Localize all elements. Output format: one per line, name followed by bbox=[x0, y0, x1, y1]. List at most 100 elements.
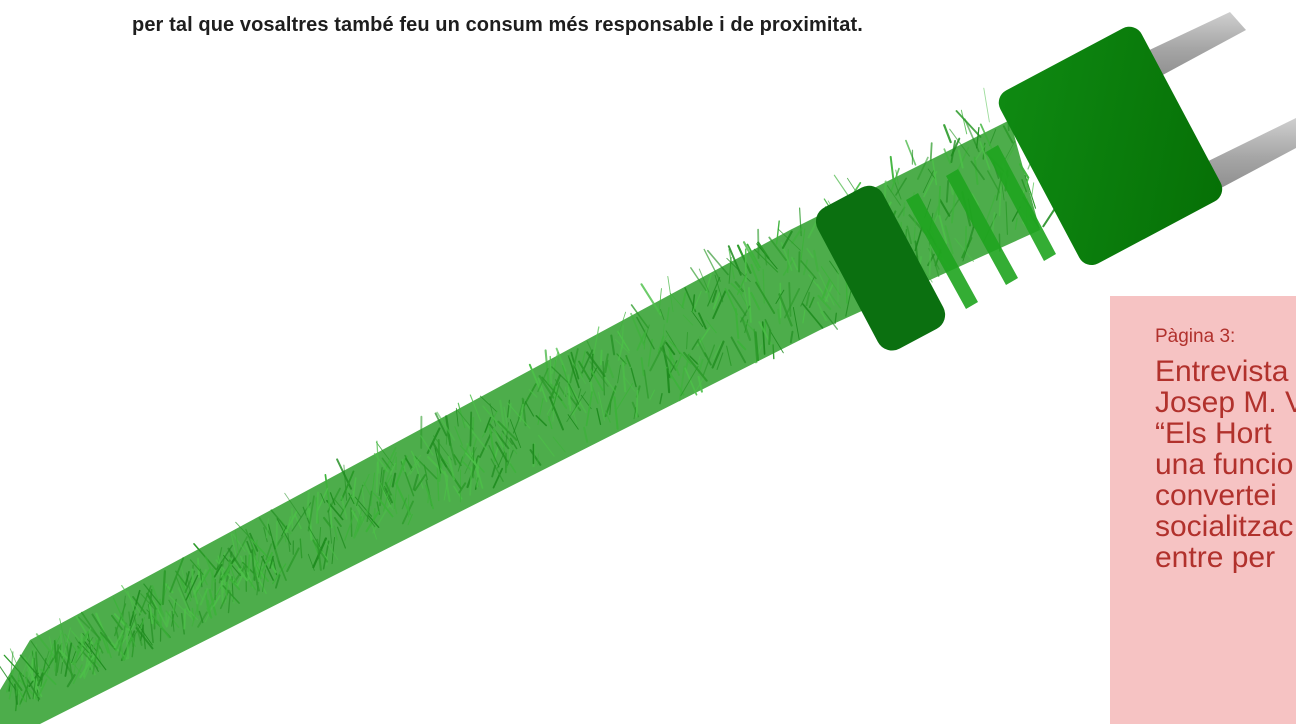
grass-blade bbox=[802, 309, 806, 324]
grass-blade bbox=[669, 293, 685, 310]
grass-blade bbox=[420, 435, 434, 456]
callout-title-line: entre per bbox=[1155, 541, 1276, 574]
grass-blade bbox=[340, 495, 348, 520]
grass-blade bbox=[71, 651, 76, 663]
grass-blade bbox=[281, 522, 287, 543]
grass-blade bbox=[265, 517, 269, 539]
grass-blade bbox=[401, 500, 414, 525]
grass-blade bbox=[112, 597, 128, 629]
grass-blade bbox=[70, 630, 87, 648]
grass-blade bbox=[697, 312, 707, 330]
grass-blade bbox=[949, 128, 970, 157]
grass-blade bbox=[617, 311, 626, 337]
grass-blade bbox=[191, 599, 201, 627]
grass-blade bbox=[455, 407, 459, 427]
grass-blade bbox=[970, 160, 985, 181]
callout-page-label: Pàgina 3: bbox=[1155, 326, 1236, 347]
grass-blade bbox=[764, 320, 767, 334]
grass-blade bbox=[820, 266, 841, 296]
grass-blade bbox=[193, 569, 207, 594]
grass-blade bbox=[906, 225, 913, 245]
grass-blade bbox=[971, 193, 980, 206]
grass-blade bbox=[275, 520, 278, 549]
grass-blade bbox=[625, 355, 632, 367]
grass-blade bbox=[482, 405, 502, 428]
grass-blade bbox=[30, 640, 51, 669]
grass-blade bbox=[734, 308, 740, 340]
grass-blade bbox=[302, 506, 310, 524]
grass-blade bbox=[998, 181, 1002, 217]
grass-blade bbox=[983, 87, 990, 123]
grass-blade bbox=[691, 310, 704, 328]
grass-blade bbox=[353, 509, 363, 536]
grass-blade bbox=[32, 657, 36, 673]
grass-blade bbox=[236, 574, 244, 588]
grass-blade bbox=[683, 351, 708, 382]
intro-text: per tal que vosaltres també feu un consu… bbox=[132, 14, 863, 36]
grass-blade bbox=[370, 472, 375, 507]
grass-blade bbox=[744, 319, 749, 334]
grass-blade bbox=[563, 386, 567, 398]
grass-blade bbox=[146, 592, 158, 610]
grass-blade bbox=[806, 247, 814, 258]
grass-blade bbox=[768, 236, 787, 261]
grass-blade bbox=[798, 251, 801, 273]
grass-blade bbox=[800, 260, 817, 280]
grass-blade bbox=[902, 202, 906, 217]
grass-blade bbox=[141, 618, 146, 650]
grass-blade bbox=[643, 329, 647, 350]
grass-blade bbox=[343, 464, 348, 501]
plug-stripes bbox=[906, 145, 1056, 309]
grass-blade bbox=[337, 526, 346, 549]
grass-blade bbox=[317, 487, 329, 511]
grass-blade bbox=[538, 375, 555, 399]
grass-blade bbox=[114, 603, 127, 637]
grass-blade bbox=[698, 268, 710, 293]
grass-blade bbox=[166, 610, 171, 627]
grass-blade bbox=[686, 332, 688, 350]
callout-title-line: Josep M. V bbox=[1155, 386, 1296, 419]
grass-blade bbox=[676, 354, 682, 368]
grass-blade bbox=[198, 610, 204, 624]
grass-blade bbox=[791, 227, 803, 244]
grass-blade bbox=[58, 651, 74, 676]
grass-blade bbox=[246, 540, 252, 554]
grass-blade bbox=[554, 379, 567, 398]
grass-blade bbox=[348, 492, 355, 505]
grass-blade bbox=[376, 461, 379, 493]
grass-blade bbox=[245, 555, 247, 592]
next-page-callout: Pàgina 3: Entrevista Josep M. V “Els Hor… bbox=[1110, 296, 1296, 724]
grass-blade bbox=[712, 290, 727, 320]
grass-blade bbox=[333, 498, 344, 511]
grass-blade bbox=[56, 645, 62, 673]
grass-blade bbox=[469, 394, 482, 422]
grass-blade bbox=[1031, 182, 1035, 197]
grass-blade bbox=[643, 369, 649, 399]
grass-blade bbox=[324, 474, 331, 508]
grass-blade bbox=[365, 511, 380, 533]
grass-blade bbox=[541, 376, 563, 402]
grass-blade bbox=[834, 312, 837, 324]
grass-blade bbox=[8, 680, 14, 700]
grass-blade bbox=[699, 336, 706, 351]
grass-blade bbox=[407, 454, 421, 477]
grass-blade bbox=[492, 467, 504, 489]
grass-blade bbox=[216, 544, 233, 570]
grass-blade bbox=[72, 630, 90, 666]
grass-blade bbox=[957, 149, 964, 169]
grass-blade bbox=[895, 169, 899, 185]
grass-blade bbox=[630, 367, 637, 388]
grass-blade bbox=[659, 392, 663, 405]
grass-blade bbox=[269, 555, 274, 569]
grass-blade bbox=[791, 256, 799, 271]
grass-blade bbox=[247, 554, 251, 573]
grass-blade bbox=[80, 611, 101, 641]
grass-blade bbox=[329, 507, 333, 529]
grass-blade bbox=[262, 569, 266, 593]
grass-blade bbox=[457, 409, 474, 430]
grass-blade bbox=[393, 481, 398, 510]
grass-blade bbox=[55, 644, 60, 677]
grass-blade bbox=[135, 627, 154, 650]
grass-blade bbox=[985, 194, 997, 223]
grass-blade bbox=[778, 293, 793, 327]
